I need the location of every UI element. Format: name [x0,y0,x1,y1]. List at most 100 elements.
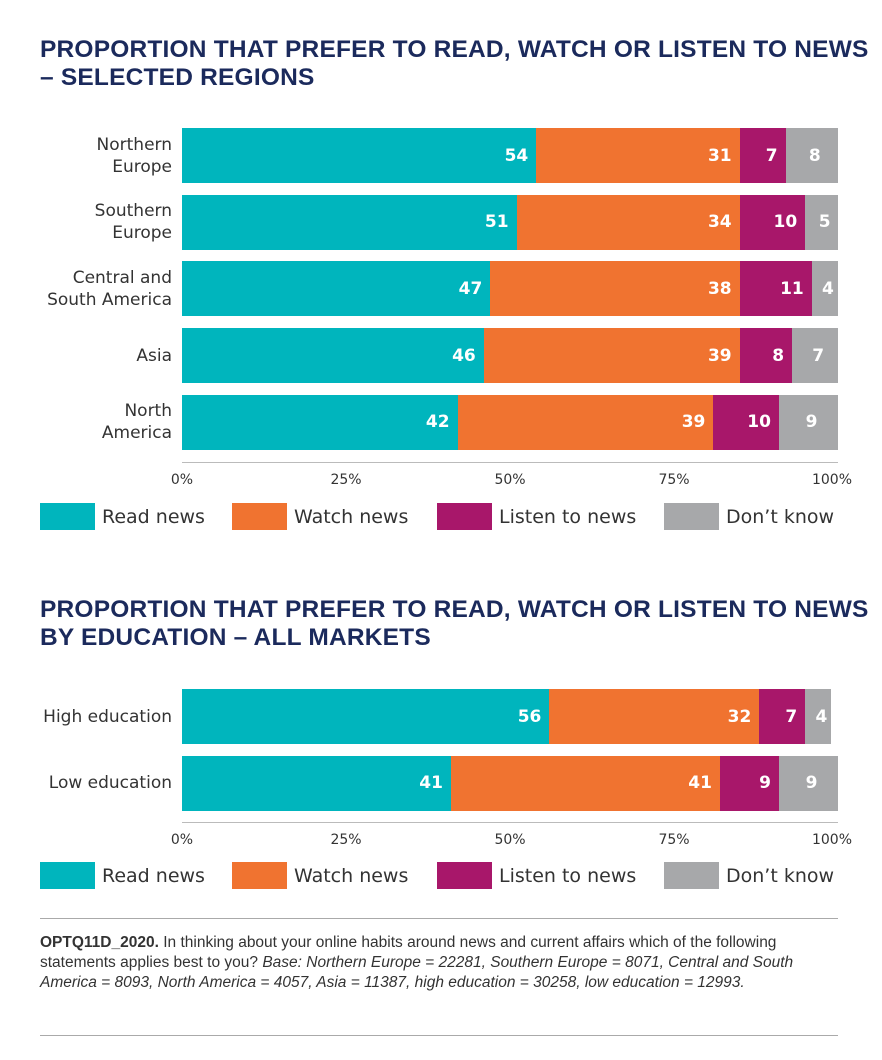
data-label: 11 [780,278,804,299]
data-label: 9 [805,773,818,794]
x-tick-label: 50% [494,472,526,488]
bar-segment-read-news [182,194,517,250]
x-tick-label: 100% [811,472,853,488]
bar-segment-watch-news [490,261,740,317]
data-label: 4 [815,706,828,727]
data-label: 9 [759,773,771,794]
category-label: High education [43,706,172,727]
legend-item: Listen to news [437,503,636,530]
bar-segment-watch-news [457,394,714,450]
category-label: Central and South America [47,267,172,310]
x-tick-label: 25% [330,472,362,488]
legend-item: Watch news [232,862,408,889]
legend-item: Watch news [232,503,408,530]
legend-swatch [232,862,287,889]
bar-segment-don-t-know [805,194,838,250]
legend-item: Don’t know [664,503,834,530]
legend-swatch [40,862,95,889]
x-tick-label: 75% [658,472,690,488]
data-label: 42 [425,412,450,433]
chart-title-regions: PROPORTION THAT PREFER TO READ, WATCH OR… [40,36,869,91]
category-label: Low education [48,773,172,794]
bar-segment-don-t-know [785,128,838,183]
x-tick-label: 0% [170,832,194,848]
bar-segment-watch-news [549,689,760,744]
legend-label: Listen to news [499,864,637,887]
question-code: OPTQ11D_2020. [40,934,159,951]
legend-swatch [664,503,719,530]
bar-segment-don-t-know [811,261,838,317]
x-tick-label: 75% [658,832,690,848]
bar-segment-listen-to-news [713,394,779,450]
bar-segment-don-t-know [805,689,832,744]
data-label: 56 [517,706,542,727]
question-text: In thinking about your online habits aro… [40,934,777,971]
bar-segment-read-news [182,328,484,384]
legend-item: Don’t know [664,862,834,889]
bar-segment-read-news [182,755,451,811]
legend-label: Watch news [294,864,409,887]
data-label: 10 [773,212,798,233]
x-tick-label: 0% [170,472,194,488]
data-label: 51 [484,212,509,233]
bar-segment-watch-news [483,328,740,384]
data-label: 47 [458,278,483,299]
data-label: 7 [812,345,825,366]
category-label: Asia [136,345,172,366]
legend-label: Read news [102,505,205,528]
legend-label: Watch news [294,505,409,528]
legend-item: Read news [40,503,205,530]
data-label: 34 [707,212,732,233]
x-axis-line [182,462,838,463]
x-tick-label: 25% [330,832,362,848]
category-label: Northern Europe [96,134,172,177]
bar-segment-read-news [182,128,537,183]
data-label: 41 [688,773,712,794]
data-label: 7 [785,706,798,727]
bar-segment-listen-to-news [739,328,793,384]
base-text: Base: Northern Europe = 22281, Southern … [40,954,794,991]
legend-swatch [40,503,95,530]
data-label: 5 [818,212,831,233]
data-label: 39 [681,412,706,433]
data-label: 8 [772,345,785,366]
legend-item: Listen to news [437,862,636,889]
bar-segment-watch-news [536,128,740,183]
legend-label: Don’t know [726,864,835,887]
legend-swatch [437,862,492,889]
legend-swatch [232,503,287,530]
bar-segment-read-news [182,261,491,317]
legend-label: Listen to news [499,505,637,528]
legend-label: Read news [102,864,205,887]
data-label: 9 [805,412,818,433]
x-tick-label: 100% [811,832,853,848]
bar-segment-listen-to-news [759,689,806,744]
legend-swatch [437,503,492,530]
chart-title-education: PROPORTION THAT PREFER TO READ, WATCH OR… [40,596,869,651]
data-label: 41 [419,773,443,794]
bar-segment-watch-news [450,755,720,811]
bar-segment-listen-to-news [739,128,786,183]
footnote: OPTQ11D_2020. In thinking about your onl… [40,933,840,993]
x-tick-label: 50% [494,832,526,848]
data-label: 8 [808,145,821,166]
data-label: 32 [727,706,752,727]
bar-segment-listen-to-news [719,755,779,811]
bar-segment-read-news [182,689,550,744]
divider [40,1035,838,1036]
data-label: 10 [747,412,771,433]
legend-label: Don’t know [726,505,835,528]
data-label: 38 [707,278,732,299]
data-label: 7 [765,145,778,166]
bar-segment-listen-to-news [739,194,806,250]
bar-segment-read-news [182,394,458,450]
data-label: 31 [707,145,732,166]
category-label: Southern Europe [94,201,172,244]
bar-segment-listen-to-news [739,261,812,317]
data-label: 54 [504,145,529,166]
x-axis-line [182,822,838,823]
data-label: 46 [452,345,476,366]
bar-segment-don-t-know [792,328,838,384]
legend-item: Read news [40,862,205,889]
